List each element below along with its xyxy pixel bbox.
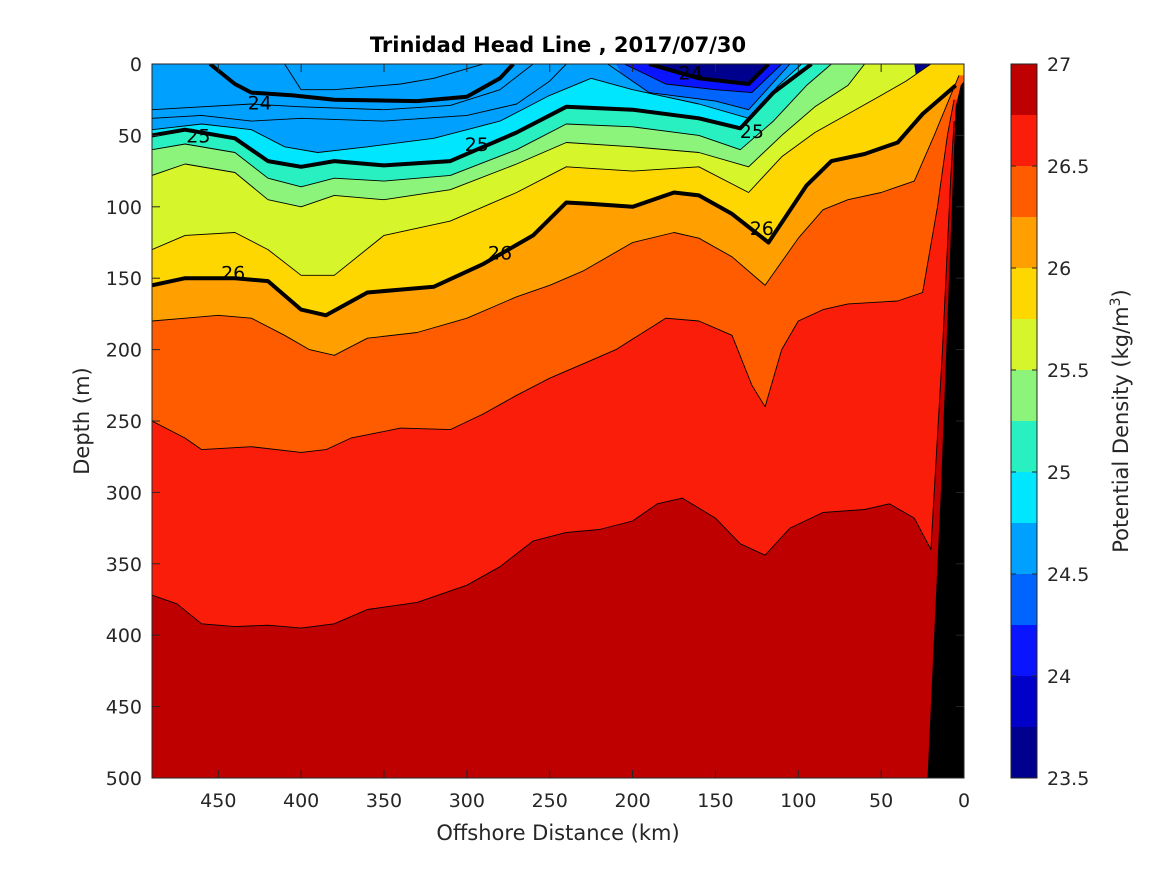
colorbar-swatch: [1011, 676, 1037, 727]
y-axis-label: Depth (m): [70, 367, 94, 474]
density-layer-fill: [152, 121, 964, 778]
y-tick-label: 0: [130, 54, 142, 76]
colorbar-tick-label: 23.5: [1047, 768, 1089, 790]
isopycnal-contour: [152, 64, 802, 153]
isopycnal-contour: [152, 64, 932, 276]
isopycnal-contour: [152, 64, 567, 122]
y-tick-label: 300: [106, 482, 142, 504]
x-tick-label: 200: [614, 790, 650, 812]
colorbar-frame: [1010, 63, 1038, 779]
plot-area: [152, 64, 964, 778]
colorbar-label-suffix: ): [1109, 289, 1133, 297]
contour-label: 25: [465, 134, 489, 156]
colorbar-swatch: [1011, 523, 1037, 574]
isopycnal-contour: [152, 99, 955, 453]
x-tick-label: 300: [449, 790, 485, 812]
colorbar-label-prefix: Potential Density (kg/m: [1109, 306, 1133, 552]
y-tick-label: 350: [106, 554, 142, 576]
colorbar-swatch: [1011, 64, 1037, 115]
colorbar-swatch: [1011, 370, 1037, 421]
x-tick-label: 250: [532, 790, 568, 812]
isopycnal-contour-bold: [648, 64, 770, 86]
colorbar-swatch: [1011, 421, 1037, 472]
x-tick-label: 0: [958, 790, 970, 812]
colorbar-swatch: [1011, 727, 1037, 778]
isopycnal-contour: [284, 64, 484, 91]
isopycnal-contour: [152, 64, 534, 111]
contour-label: 26: [221, 263, 245, 285]
y-tick-label: 450: [106, 697, 142, 719]
y-tick-label: 50: [118, 125, 142, 147]
contour-label: 26: [750, 218, 774, 240]
bathymetry-shelf: [927, 81, 964, 778]
x-tick-label: 50: [869, 790, 893, 812]
colorbar-label-sup: 3: [1108, 297, 1124, 306]
x-tick-label: 150: [697, 790, 733, 812]
colorbar-tick-label: 26: [1047, 258, 1071, 280]
colorbar-tick-label: 25: [1047, 462, 1071, 484]
y-tick-label: 200: [106, 340, 142, 362]
y-tick-label: 250: [106, 411, 142, 433]
colorbar-swatch: [1011, 115, 1037, 166]
y-tick-label: 400: [106, 625, 142, 647]
isopycnal-contour: [152, 64, 865, 208]
isopycnal-contour-bold: [152, 64, 813, 169]
contour-label: 24: [248, 93, 272, 115]
isopycnal-contour-bold: [208, 64, 515, 104]
contour-label: 24: [679, 63, 703, 85]
colorbar-tick-label: 25.5: [1047, 360, 1089, 382]
colorbar-swatch: [1011, 625, 1037, 676]
y-tick-label: 150: [106, 268, 142, 290]
isopycnal-contour: [624, 64, 783, 94]
y-tick-label: 500: [106, 768, 142, 790]
colorbar-swatch: [1011, 268, 1037, 319]
isopycnal-contour: [152, 64, 832, 188]
colorbar-tick-label: 27: [1047, 54, 1071, 76]
contour-label: 26: [488, 243, 512, 265]
colorbar-swatch: [1011, 472, 1037, 523]
isopycnal-contour: [152, 121, 955, 629]
colorbar-swatch: [1011, 319, 1037, 370]
isopycnal-contour: [607, 64, 791, 111]
isopycnal-contour-bold: [152, 83, 958, 318]
contour-label: 25: [740, 121, 764, 143]
colorbar-tick-label: 26.5: [1047, 156, 1089, 178]
colorbar: 27 26.5 26 25.5 25 24.5 24 23.5: [1010, 54, 1089, 790]
contour-label: 25: [186, 125, 210, 147]
colorbar-swatch: [1011, 166, 1037, 217]
x-tick-label: 400: [283, 790, 319, 812]
y-tick-label: 100: [106, 197, 142, 219]
colorbar-swatch: [1011, 574, 1037, 625]
x-axis-label: Offshore Distance (km): [436, 821, 679, 845]
x-tick-label: 100: [780, 790, 816, 812]
isopycnal-contour: [152, 75, 960, 356]
colorbar-label: Potential Density (kg/m3): [1108, 289, 1133, 553]
colorbar-swatch: [1011, 217, 1037, 268]
x-tick-label: 350: [366, 790, 402, 812]
colorbar-tick-label: 24: [1047, 666, 1071, 688]
chart-title: Trinidad Head Line , 2017/07/30: [370, 33, 746, 57]
x-tick-label: 450: [200, 790, 236, 812]
colorbar-tick-label: 24.5: [1047, 564, 1089, 586]
